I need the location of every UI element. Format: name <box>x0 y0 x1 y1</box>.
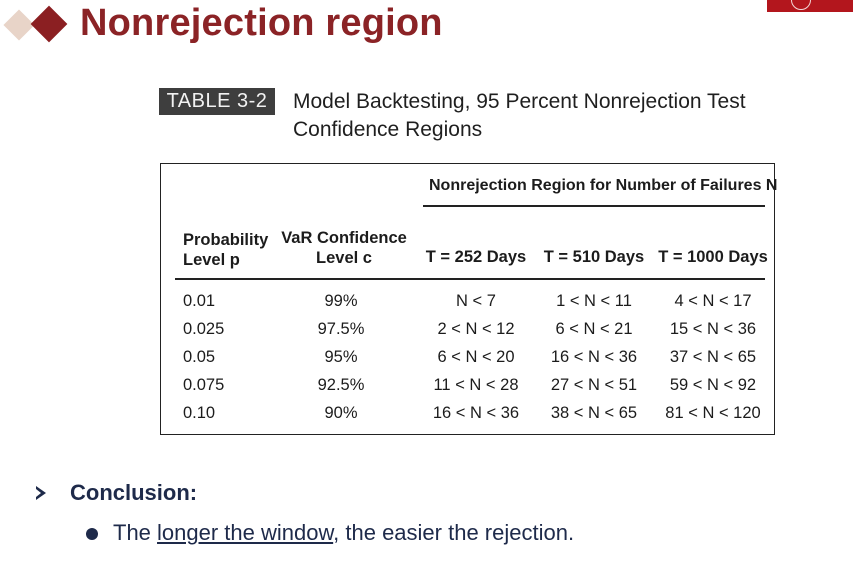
cell-c: 99% <box>324 292 358 310</box>
table-tag: TABLE 3-2 <box>159 88 275 115</box>
cell-t510: 1 < N < 11 <box>556 292 632 310</box>
university-logo <box>767 0 853 12</box>
cell-c: 95% <box>324 348 358 366</box>
backtesting-table: Nonrejection Region for Number of Failur… <box>160 163 778 435</box>
cell-t510: 16 < N < 36 <box>550 348 638 366</box>
cell-p: 0.05 <box>183 348 216 366</box>
cell-t1000: 59 < N < 92 <box>669 376 757 394</box>
cell-p: 0.025 <box>183 320 225 338</box>
col-header-t1000: T = 1000 Days <box>658 248 768 266</box>
group-header-rule <box>423 205 765 207</box>
table-caption: Model Backtesting, 95 Percent Nonrejecti… <box>293 88 746 144</box>
col-header-probability: Probability Level p <box>183 230 268 270</box>
cell-t1000: 4 < N < 17 <box>674 292 752 310</box>
cell-t252: 2 < N < 12 <box>437 320 515 338</box>
cell-t1000: 15 < N < 36 <box>669 320 757 338</box>
cell-t1000: 37 < N < 65 <box>669 348 757 366</box>
col-header-t510: T = 510 Days <box>543 248 645 266</box>
cell-t1000: 81 < N < 120 <box>665 404 761 422</box>
title-diamond-light-icon <box>3 9 35 41</box>
page-title: Nonrejection region <box>80 2 443 44</box>
col-header-t252: T = 252 Days <box>425 248 527 266</box>
cell-c: 97.5% <box>317 320 365 338</box>
table-caption-line-2: Confidence Regions <box>293 118 483 141</box>
cell-p: 0.01 <box>183 292 216 310</box>
cell-t510: 6 < N < 21 <box>555 320 633 338</box>
arrow-bullet-inner <box>36 489 41 497</box>
seal-icon <box>791 0 811 10</box>
col-header-probability-line-2: Level p <box>183 251 240 269</box>
cell-p: 0.075 <box>183 376 225 394</box>
cell-c: 90% <box>324 404 358 422</box>
table-caption-line-1: Model Backtesting, 95 Percent Nonrejecti… <box>293 90 746 113</box>
bullet-text-underlined: longer the window <box>157 520 334 545</box>
conclusion-bullet: The longer the window, the easier the re… <box>113 520 574 546</box>
col-header-var: VaR Confidence Level c <box>279 228 409 268</box>
arrow-bullet-icon <box>36 486 46 500</box>
col-header-var-line-1: VaR Confidence <box>281 229 407 247</box>
bullet-text-after: , the easier the rejection. <box>333 520 575 545</box>
cell-c: 92.5% <box>317 376 365 394</box>
col-header-var-line-2: Level c <box>316 249 372 267</box>
title-diamond-dark-icon <box>30 5 68 43</box>
cell-t252: 6 < N < 20 <box>437 348 515 366</box>
bullet-dot-icon <box>86 528 98 540</box>
header-rule <box>175 278 765 280</box>
cell-t510: 27 < N < 51 <box>550 376 638 394</box>
bullet-text-before: The <box>113 520 158 545</box>
cell-t252: 11 < N < 28 <box>433 376 519 394</box>
cell-t252: N < 7 <box>456 292 496 310</box>
cell-t510: 38 < N < 65 <box>550 404 638 422</box>
col-header-probability-line-1: Probability <box>183 231 269 249</box>
group-header: Nonrejection Region for Number of Failur… <box>429 177 778 194</box>
cell-t252: 16 < N < 36 <box>432 404 520 422</box>
conclusion-heading: Conclusion: <box>70 480 198 505</box>
cell-p: 0.10 <box>183 404 216 422</box>
